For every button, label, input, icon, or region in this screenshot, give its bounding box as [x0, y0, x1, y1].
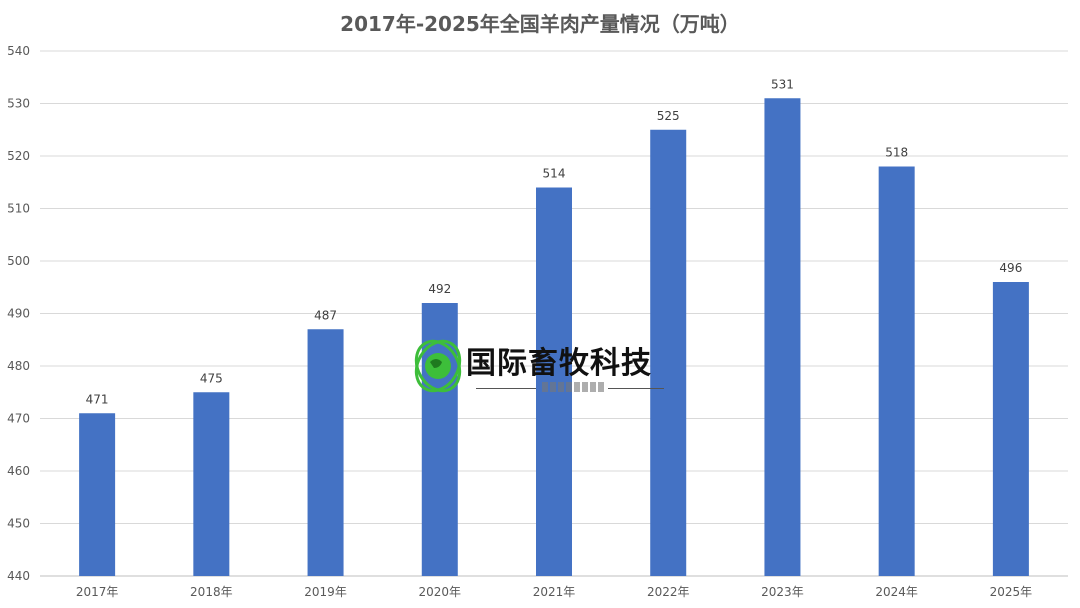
x-tick-label: 2017年	[76, 585, 119, 599]
y-tick-label: 460	[7, 464, 30, 478]
x-tick-label: 2021年	[533, 585, 576, 599]
data-label: 518	[885, 146, 908, 160]
y-tick-label: 470	[7, 412, 30, 426]
y-tick-label: 440	[7, 569, 30, 583]
bar	[193, 392, 230, 576]
bars	[79, 98, 1029, 576]
globe-icon	[414, 339, 462, 393]
x-tick-label: 2025年	[990, 585, 1033, 599]
y-tick-label: 540	[7, 44, 30, 58]
data-label: 487	[314, 308, 337, 322]
y-tick-label: 510	[7, 202, 30, 216]
bar	[307, 329, 344, 576]
data-labels: 471 475 487 492 514 525 531 518 496	[86, 77, 1023, 406]
data-label: 514	[543, 167, 566, 181]
x-tick-label: 2020年	[419, 585, 462, 599]
x-tick-label: 2022年	[647, 585, 690, 599]
y-tick-label: 500	[7, 254, 30, 268]
x-tick-label: 2024年	[875, 585, 918, 599]
bar	[878, 166, 915, 576]
y-tick-label: 530	[7, 97, 30, 111]
y-tick-label: 480	[7, 359, 30, 373]
data-label: 492	[428, 282, 451, 296]
bar	[992, 282, 1029, 576]
data-label: 471	[86, 392, 109, 406]
bar	[536, 187, 572, 576]
data-label: 531	[771, 77, 794, 91]
x-tick-label: 2018年	[190, 585, 233, 599]
data-label: 496	[999, 261, 1022, 275]
bar	[79, 413, 116, 576]
x-tick-label: 2023年	[761, 585, 804, 599]
x-tick-label: 2019年	[304, 585, 347, 599]
watermark-divider-left	[476, 388, 536, 389]
watermark-subtitle	[542, 382, 606, 392]
chart-title: 2017年-2025年全国羊肉产量情况（万吨）	[340, 12, 740, 36]
y-tick-label: 520	[7, 149, 30, 163]
watermark-divider-right	[608, 388, 664, 389]
y-tick-label: 450	[7, 517, 30, 531]
data-label: 475	[200, 371, 223, 385]
bar	[650, 129, 687, 576]
x-axis-ticks: 2017年 2018年 2019年 2020年 2021年 2022年 2023年 2024年…	[76, 585, 1032, 599]
bar	[764, 98, 801, 576]
watermark-logo: 国际畜牧科技	[410, 338, 680, 398]
y-axis-ticks: 440 450 460 470 480 490 500 510 520 530 540	[7, 44, 30, 583]
y-tick-label: 490	[7, 307, 30, 321]
data-label: 525	[657, 109, 680, 123]
watermark-text: 国际畜牧科技	[466, 346, 652, 381]
